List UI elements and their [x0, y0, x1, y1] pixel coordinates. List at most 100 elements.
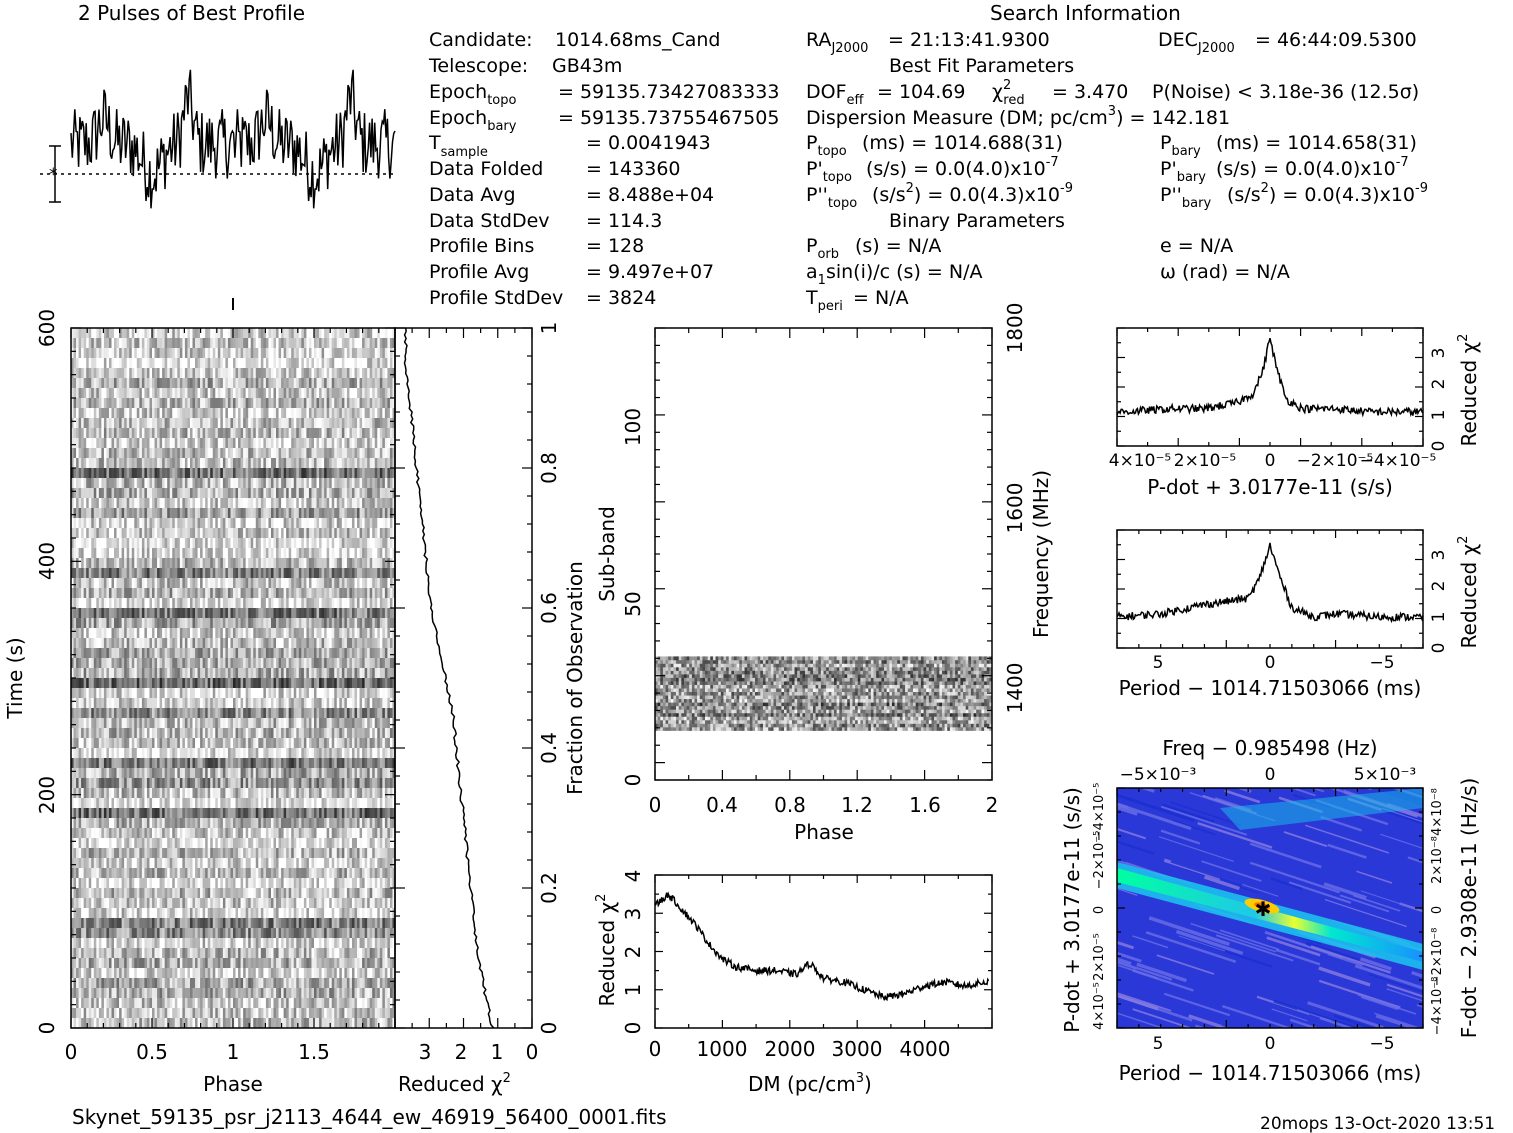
- time-phase-cell: [192, 648, 196, 659]
- time-phase-cell: [121, 678, 125, 689]
- time-phase-cell: [88, 638, 92, 649]
- time-phase-cell: [359, 548, 363, 559]
- time-phase-cell: [278, 358, 282, 369]
- time-phase-cell: [298, 648, 302, 659]
- time-phase-cell: [139, 338, 143, 349]
- time-phase-cell: [222, 418, 226, 429]
- time-phase-cell: [238, 618, 241, 629]
- time-phase-cell: [212, 658, 216, 669]
- time-phase-cell: [344, 428, 348, 439]
- time-phase-cell: [162, 568, 165, 579]
- time-phase-cell: [124, 548, 127, 559]
- time-phase-cell: [164, 638, 168, 649]
- time-phase-cell: [270, 658, 274, 669]
- time-phase-cell: [157, 458, 160, 469]
- time-phase-cell: [124, 638, 127, 649]
- time-phase-cell: [78, 448, 82, 459]
- time-phase-cell: [220, 708, 224, 719]
- time-phase-cell: [134, 358, 138, 369]
- time-phase-cell: [116, 368, 120, 379]
- time-phase-cell: [346, 418, 350, 429]
- time-phase-cell: [230, 478, 234, 489]
- time-phase-cell: [210, 458, 214, 469]
- time-phase-cell: [263, 468, 267, 479]
- time-phase-cell: [240, 628, 244, 639]
- time-phase-cell: [303, 338, 307, 349]
- time-phase-cell: [265, 478, 269, 489]
- time-phase-cell: [103, 708, 107, 719]
- time-phase-cell: [260, 388, 264, 399]
- time-phase-cell: [339, 358, 343, 369]
- time-phase-cell: [129, 338, 133, 349]
- time-phase-cell: [293, 658, 297, 669]
- time-phase-cell: [291, 668, 295, 679]
- time-phase-cell: [255, 558, 259, 569]
- time-phase-cell: [215, 508, 219, 519]
- time-phase-cell: [220, 568, 224, 579]
- time-phase-cell: [288, 648, 292, 659]
- time-phase-cell: [167, 598, 171, 609]
- time-phase-cell: [301, 688, 305, 699]
- time-phase-cell: [101, 678, 105, 689]
- time-phase-cell: [212, 488, 216, 499]
- time-phase-cell: [324, 648, 327, 659]
- time-phase-cell: [76, 618, 79, 629]
- time-phase-cell: [81, 398, 84, 409]
- time-phase-cell: [316, 698, 320, 709]
- time-phase-cell: [83, 358, 87, 369]
- time-phase-cell: [276, 658, 279, 669]
- time-phase-cell: [212, 688, 216, 699]
- time-phase-cell: [152, 558, 155, 569]
- time-phase-cell: [362, 468, 365, 479]
- time-phase-cell: [273, 508, 277, 519]
- time-phase-cell: [336, 598, 340, 609]
- time-phase-cell: [344, 568, 348, 579]
- time-phase-cell: [174, 328, 178, 339]
- time-phase-cell: [217, 418, 221, 429]
- time-phase-cell: [141, 438, 145, 449]
- time-phase-cell: [235, 678, 239, 689]
- time-phase-cell: [131, 678, 135, 689]
- time-phase-cell: [192, 518, 196, 529]
- time-phase-cell: [281, 398, 284, 409]
- time-phase-cell: [253, 638, 257, 649]
- time-phase-cell: [179, 418, 183, 429]
- time-phase-cell: [136, 688, 140, 699]
- time-phase-cell: [146, 408, 150, 419]
- time-phase-cell: [296, 328, 300, 339]
- time-phase-cell: [344, 438, 348, 449]
- time-phase-cell: [357, 498, 360, 509]
- time-phase-cell: [351, 678, 355, 689]
- time-phase-cell: [134, 678, 138, 689]
- time-phase-cell: [281, 518, 284, 529]
- time-phase-cell: [392, 358, 396, 369]
- time-phase-cell: [177, 488, 181, 499]
- time-phase-cell: [303, 578, 307, 589]
- time-phase-cell: [157, 688, 160, 699]
- time-phase-cell: [240, 398, 244, 409]
- time-phase-cell: [258, 668, 262, 679]
- time-phase-cell: [134, 418, 138, 429]
- time-phase-cell: [384, 598, 388, 609]
- time-phase-cell: [121, 328, 125, 339]
- time-phase-cell: [71, 438, 74, 449]
- time-phase-cell: [108, 688, 112, 699]
- time-phase-cell: [291, 388, 295, 399]
- time-phase-cell: [296, 498, 300, 509]
- time-phase-cell: [336, 698, 340, 709]
- time-phase-cell: [283, 378, 287, 389]
- time-phase-cell: [367, 668, 370, 679]
- time-phase-cell: [301, 678, 305, 689]
- time-phase-cell: [387, 348, 391, 359]
- time-phase-cell: [207, 328, 211, 339]
- time-phase-cell: [139, 448, 143, 459]
- time-phase-cell: [169, 378, 173, 389]
- time-phase-cell: [212, 708, 216, 719]
- time-phase-cell: [387, 378, 391, 389]
- time-phase-cell: [362, 548, 365, 559]
- time-phase-cell: [389, 348, 393, 359]
- time-phase-cell: [364, 418, 368, 429]
- time-phase-cell: [326, 498, 330, 509]
- time-phase-cell: [364, 468, 368, 479]
- time-phase-cell: [367, 598, 370, 609]
